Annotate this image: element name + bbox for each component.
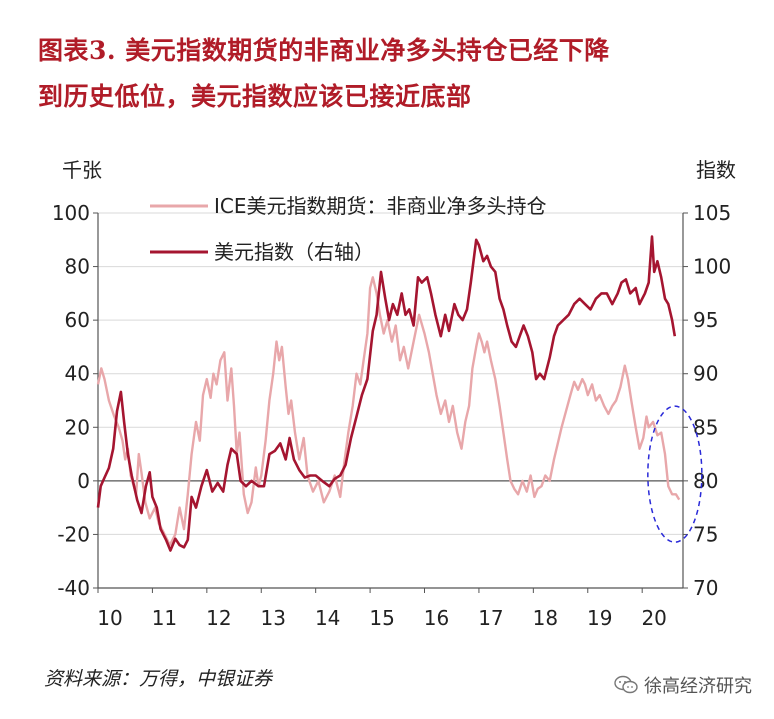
legend-label-net-long: ICE美元指数期货：非商业净多头持仓 [214, 194, 547, 218]
left-tick-label: 80 [65, 255, 90, 279]
legend: ICE美元指数期货：非商业净多头持仓 美元指数（右轴） [150, 194, 547, 264]
left-tick-label: 100 [52, 201, 90, 225]
left-tick-label: 60 [65, 308, 90, 332]
left-tick-label: -40 [57, 576, 90, 600]
left-tick-label: 0 [77, 469, 90, 493]
right-axis-unit: 指数 [696, 158, 736, 182]
left-tick-label: -20 [57, 522, 90, 546]
x-tick-label: 11 [152, 606, 177, 630]
right-tick-label: 105 [693, 201, 731, 225]
left-tick-label: 20 [65, 415, 90, 439]
x-tick-label: 13 [261, 606, 286, 630]
right-tick-label: 95 [693, 308, 718, 332]
right-tick-label: 80 [693, 469, 718, 493]
series-line-net-long [96, 276, 681, 547]
series-line-dollar-index [96, 235, 677, 552]
left-tick-label: 40 [65, 362, 90, 386]
x-tick-label: 19 [587, 606, 612, 630]
series-lines [96, 235, 681, 552]
x-axis-ticks: 10 11 12 13 14 15 16 17 18 19 20 [97, 588, 667, 630]
x-tick-label: 17 [478, 606, 503, 630]
legend-label-dollar-index: 美元指数（右轴） [214, 240, 374, 264]
source-note: 资料来源：万得，中银证券 [44, 668, 273, 690]
watermark-label: 徐高经济研究 [644, 676, 752, 697]
right-tick-label: 70 [693, 576, 718, 600]
title-line-2: 到历史低位，美元指数应该已接近底部 [38, 82, 472, 111]
chart-title: 图表3. 美元指数期货的非商业净多头持仓已经下降 到历史低位，美元指数应该已接近… [38, 28, 758, 120]
x-tick-label: 16 [424, 606, 449, 630]
x-tick-label: 18 [533, 606, 558, 630]
gridlines [98, 212, 683, 535]
right-tick-label: 90 [693, 362, 718, 386]
left-axis-ticks: 100 80 60 40 20 0 -20 -40 [52, 201, 98, 600]
x-tick-label: 20 [641, 606, 666, 630]
x-tick-label: 10 [97, 606, 122, 630]
watermark: 徐高经济研究 [614, 672, 752, 698]
right-tick-label: 100 [693, 255, 731, 279]
x-tick-label: 12 [206, 606, 231, 630]
x-tick-label: 15 [369, 606, 394, 630]
title-line-1: 图表3. 美元指数期货的非商业净多头持仓已经下降 [38, 36, 610, 65]
axes [97, 213, 684, 589]
right-tick-label: 75 [693, 522, 718, 546]
highlight-ellipse [647, 405, 703, 543]
wechat-icon [614, 675, 638, 694]
x-tick-label: 14 [315, 606, 340, 630]
left-axis-unit: 千张 [62, 158, 102, 182]
